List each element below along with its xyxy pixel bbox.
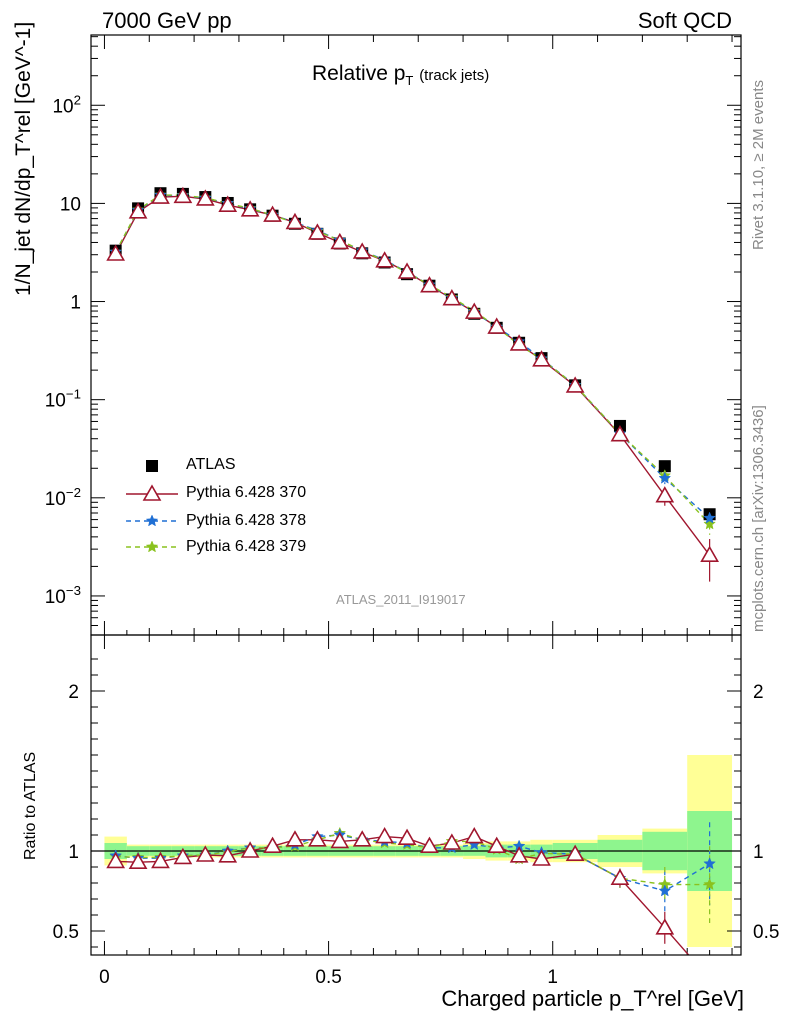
ratio-point bbox=[655, 918, 675, 935]
series-point bbox=[565, 376, 585, 393]
ratio-point bbox=[610, 868, 630, 885]
ratio-point bbox=[285, 830, 305, 847]
main-y-tick-label: 102 bbox=[52, 92, 81, 117]
series-point bbox=[218, 195, 238, 212]
main-y-tick-label: 10−3 bbox=[45, 583, 81, 608]
ratio-point bbox=[565, 844, 585, 861]
ratio-point bbox=[240, 841, 260, 858]
ratio-y-axis-title: Ratio to ATLAS bbox=[22, 751, 39, 860]
rivet-version-text: Rivet 3.1.10, ≥ 2M events bbox=[750, 80, 767, 250]
series-point bbox=[397, 262, 417, 279]
series-point bbox=[655, 486, 675, 503]
ratio-series-line-1 bbox=[115, 834, 710, 892]
series-point bbox=[420, 276, 439, 293]
ratio-point bbox=[330, 831, 350, 849]
ratio-point bbox=[106, 851, 126, 869]
ratio-point bbox=[375, 826, 394, 844]
ratio-point bbox=[509, 846, 529, 863]
series-point bbox=[128, 202, 148, 219]
legend-label-pythia-378: Pythia 6.428 378 bbox=[186, 512, 307, 529]
legend-markers bbox=[126, 460, 178, 553]
x-axis-title: Charged particle p_T^rel [GeV] bbox=[441, 986, 744, 1011]
ratio-point bbox=[151, 851, 170, 869]
series-point bbox=[330, 232, 350, 250]
ratio-uncertainty-bands bbox=[91, 755, 741, 947]
ratio-point bbox=[195, 845, 215, 862]
ratio-point bbox=[173, 847, 193, 865]
ratio-point bbox=[703, 857, 716, 870]
main-series-line-2 bbox=[115, 194, 711, 525]
legend-label-atlas: ATLAS bbox=[186, 456, 236, 473]
series-point bbox=[106, 244, 126, 261]
ratio-point bbox=[263, 836, 282, 853]
plot-title-sub: T bbox=[405, 73, 414, 89]
series-point bbox=[285, 212, 305, 230]
ratio-y-tick-label-right: 1 bbox=[753, 842, 764, 863]
ratio-y-tick-label: 2 bbox=[68, 682, 79, 703]
ratio-y-tick-label: 0.5 bbox=[53, 922, 79, 943]
plot-title-main: Relative p bbox=[312, 62, 406, 85]
ratio-point bbox=[703, 877, 716, 891]
series-point bbox=[703, 517, 716, 530]
series-point bbox=[195, 189, 215, 206]
legend-marker bbox=[145, 514, 159, 527]
main-y-axis-title: 1/N_jet dN/dp_T^rel [GeV^-1] bbox=[12, 21, 35, 296]
ratio-point bbox=[442, 833, 462, 850]
plot-title-extra: (track jets) bbox=[419, 67, 490, 84]
ratio-point bbox=[487, 836, 507, 853]
main-y-tick-label: 10−2 bbox=[45, 485, 81, 510]
ratio-axis-ticks: 0 0.5 1 0.5 0.5 1 1 2 2 bbox=[53, 635, 779, 988]
ratio-series-lines bbox=[106, 822, 716, 955]
main-y-tick-label: 10 bbox=[60, 194, 81, 215]
ratio-point bbox=[658, 884, 672, 897]
header-right: Soft QCD bbox=[637, 8, 732, 33]
atlas-data-point bbox=[658, 460, 671, 473]
main-y-tick-label: 10−1 bbox=[45, 387, 81, 412]
main-series-lines bbox=[106, 186, 719, 582]
series-point bbox=[308, 223, 327, 240]
main-y-tick-label: 1 bbox=[70, 293, 81, 314]
legend-label-pythia-379: Pythia 6.428 379 bbox=[186, 538, 307, 555]
ratio-point bbox=[352, 830, 372, 847]
ratio-point bbox=[128, 852, 148, 869]
series-point bbox=[700, 545, 719, 563]
ratio-y-tick-label-right: 2 bbox=[753, 682, 764, 703]
series-point bbox=[240, 200, 260, 217]
ratio-point bbox=[308, 830, 327, 847]
ratio-series-clipped bbox=[106, 822, 716, 955]
series-point bbox=[263, 205, 282, 222]
series-point bbox=[658, 471, 672, 484]
series-point bbox=[442, 289, 462, 306]
series-point bbox=[532, 350, 551, 367]
header-left: 7000 GeV pp bbox=[102, 8, 232, 33]
series-point bbox=[703, 511, 716, 524]
x-tick-label: 1 bbox=[547, 967, 558, 988]
ratio-point bbox=[420, 836, 439, 853]
x-tick-label: 0 bbox=[99, 967, 110, 988]
ratio-point bbox=[464, 826, 484, 844]
series-point bbox=[464, 302, 484, 319]
legend-label-pythia-370: Pythia 6.428 370 bbox=[186, 484, 307, 501]
legend-marker bbox=[145, 540, 159, 553]
x-tick-label: 0.5 bbox=[315, 967, 341, 988]
series-point bbox=[375, 251, 394, 268]
series-point bbox=[487, 317, 507, 334]
series-point bbox=[509, 334, 529, 351]
legend-marker bbox=[142, 484, 162, 501]
mcplots-text: mcplots.cern.ch [arXiv:1306.3436] bbox=[750, 405, 767, 632]
series-point bbox=[352, 242, 372, 259]
ratio-point bbox=[218, 846, 238, 863]
ratio-y-tick-label-right: 0.5 bbox=[753, 922, 779, 943]
plot-title: Relative pT (track jets) bbox=[312, 62, 489, 88]
ratio-panel-frame bbox=[90, 634, 742, 956]
series-point bbox=[151, 187, 170, 204]
ratio-y-tick-label: 1 bbox=[68, 842, 79, 863]
ratio-point bbox=[532, 849, 551, 866]
series-point bbox=[173, 186, 193, 204]
series-point bbox=[610, 425, 630, 442]
analysis-watermark: ATLAS_2011_I919017 bbox=[336, 592, 466, 607]
ratio-point bbox=[397, 828, 417, 845]
legend-marker bbox=[146, 460, 158, 472]
